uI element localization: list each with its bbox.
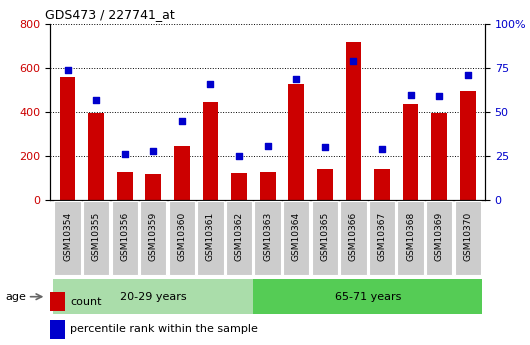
FancyBboxPatch shape (312, 201, 338, 275)
Point (435, 93, 444, 99)
FancyBboxPatch shape (340, 201, 367, 275)
Bar (145, 174, 161, 200)
Text: GSM10369: GSM10369 (435, 212, 444, 261)
Bar (231, 172, 247, 200)
Point (378, 146, 386, 152)
Text: GSM10368: GSM10368 (406, 212, 415, 261)
Bar (317, 169, 333, 200)
Text: age: age (5, 292, 26, 302)
FancyBboxPatch shape (83, 201, 109, 275)
Point (464, 72, 472, 78)
FancyBboxPatch shape (226, 201, 252, 275)
Point (321, 145, 329, 150)
Text: GSM10366: GSM10366 (349, 212, 358, 261)
Text: GSM10367: GSM10367 (377, 212, 386, 261)
Point (178, 118, 186, 124)
Text: GSM10363: GSM10363 (263, 212, 272, 261)
Text: GSM10361: GSM10361 (206, 212, 215, 261)
Bar (346, 42, 361, 200)
Text: GSM10360: GSM10360 (178, 212, 187, 261)
Bar (253, 279, 482, 314)
Point (92, 97, 100, 102)
Text: 65-71 years: 65-71 years (334, 292, 401, 302)
Text: GSM10365: GSM10365 (320, 212, 329, 261)
Text: count: count (70, 297, 101, 306)
Point (263, 143, 272, 148)
Bar (50, 292, 65, 311)
Bar (260, 171, 276, 200)
Bar (60, 77, 75, 200)
Point (120, 151, 129, 157)
Bar (50, 320, 65, 339)
Bar (202, 102, 218, 200)
Text: GSM10370: GSM10370 (463, 212, 472, 261)
Point (206, 81, 215, 87)
FancyBboxPatch shape (140, 201, 166, 275)
Point (407, 92, 415, 97)
Text: GDS473 / 227741_at: GDS473 / 227741_at (45, 8, 175, 21)
FancyBboxPatch shape (254, 201, 281, 275)
FancyBboxPatch shape (169, 201, 195, 275)
FancyBboxPatch shape (369, 201, 395, 275)
FancyBboxPatch shape (426, 201, 453, 275)
Bar (403, 105, 419, 200)
Bar (88, 113, 104, 200)
Bar (53, 279, 253, 314)
FancyBboxPatch shape (455, 201, 481, 275)
Bar (288, 83, 304, 200)
Point (149, 148, 157, 154)
Point (292, 76, 301, 81)
Text: GSM10356: GSM10356 (120, 212, 129, 261)
Bar (374, 169, 390, 200)
Bar (174, 146, 190, 200)
Text: GSM10354: GSM10354 (63, 212, 72, 261)
Bar (431, 113, 447, 200)
Text: 20-29 years: 20-29 years (120, 292, 187, 302)
Text: GSM10359: GSM10359 (149, 212, 158, 261)
Text: GSM10364: GSM10364 (292, 212, 301, 261)
FancyBboxPatch shape (197, 201, 224, 275)
Point (235, 153, 243, 159)
FancyBboxPatch shape (55, 201, 81, 275)
FancyBboxPatch shape (111, 201, 138, 275)
Point (63, 67, 72, 73)
Text: GSM10362: GSM10362 (235, 212, 244, 261)
Bar (117, 171, 132, 200)
FancyBboxPatch shape (398, 201, 424, 275)
FancyBboxPatch shape (283, 201, 310, 275)
Text: percentile rank within the sample: percentile rank within the sample (70, 325, 258, 334)
Text: GSM10355: GSM10355 (92, 212, 101, 261)
Bar (460, 91, 475, 200)
Point (349, 58, 358, 64)
